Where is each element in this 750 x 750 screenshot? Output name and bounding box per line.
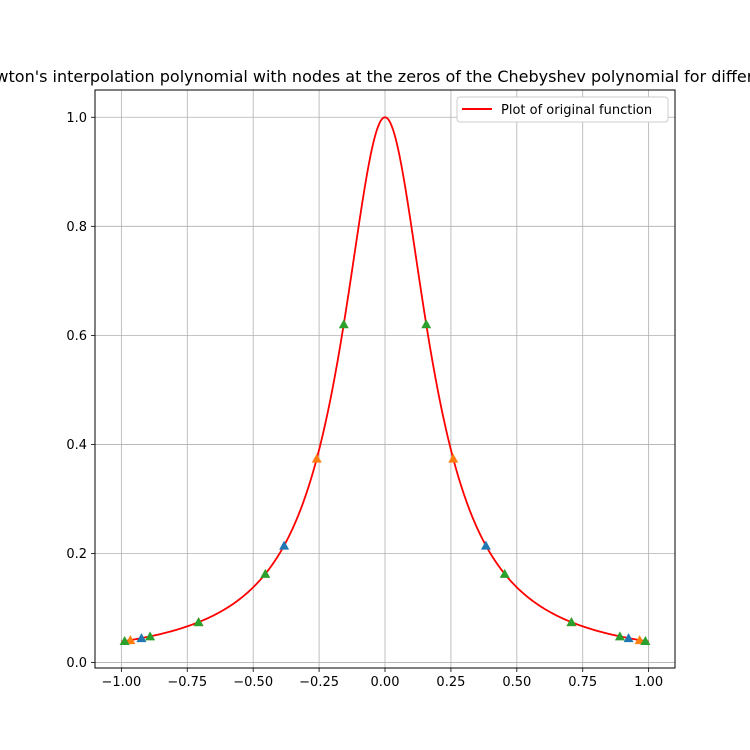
x-tick-label: 0.25 [436,675,465,690]
node-marker-series-3 [260,568,271,578]
chart-title: Newton's interpolation polynomial with n… [0,67,750,86]
node-marker-series-3 [640,636,651,646]
node-marker-series-2 [448,453,459,463]
node-marker-series-3 [614,631,625,641]
original-function-line [121,116,649,643]
node-marker-series-1 [480,540,491,550]
x-tick-label: 0.00 [371,675,400,690]
node-marker-series-1 [136,633,147,643]
y-tick-label: 0.4 [66,438,87,453]
node-marker-series-3 [338,319,349,329]
grid [95,90,675,668]
node-marker-series-3 [193,617,204,627]
legend-label: Plot of original function [501,103,652,118]
x-tick-label: −0.50 [233,675,273,690]
series-markers [119,319,651,646]
x-tick-label: 0.50 [502,675,531,690]
axis-ticks: −1.00 −0.75 −0.50 −0.25 0.00 0.25 0.50 0.75 1.00… [66,111,663,690]
node-marker-series-3 [145,631,156,641]
node-marker-series-2 [125,635,136,645]
node-marker-series-2 [311,453,322,463]
x-tick-label: −1.00 [101,675,141,690]
y-tick-label: 0.2 [66,547,87,562]
node-marker-series-3 [499,568,510,578]
x-tick-label: −0.75 [167,675,207,690]
node-marker-series-2 [634,635,645,645]
node-marker-series-3 [119,636,130,646]
node-marker-series-3 [421,319,432,329]
legend-box [456,96,669,123]
x-tick-label: 0.75 [568,675,597,690]
y-tick-label: 1.0 [66,111,87,126]
x-tick-label: −0.25 [299,675,339,690]
series-lines [121,116,649,643]
node-marker-series-3 [566,617,577,627]
node-marker-series-1 [623,633,634,643]
node-marker-series-1 [279,540,290,550]
y-tick-label: 0.8 [66,220,87,235]
y-tick-label: 0.0 [66,656,87,671]
legend: Plot of original function [456,96,669,123]
y-tick-label: 0.6 [66,329,87,344]
x-tick-label: 1.00 [634,675,663,690]
